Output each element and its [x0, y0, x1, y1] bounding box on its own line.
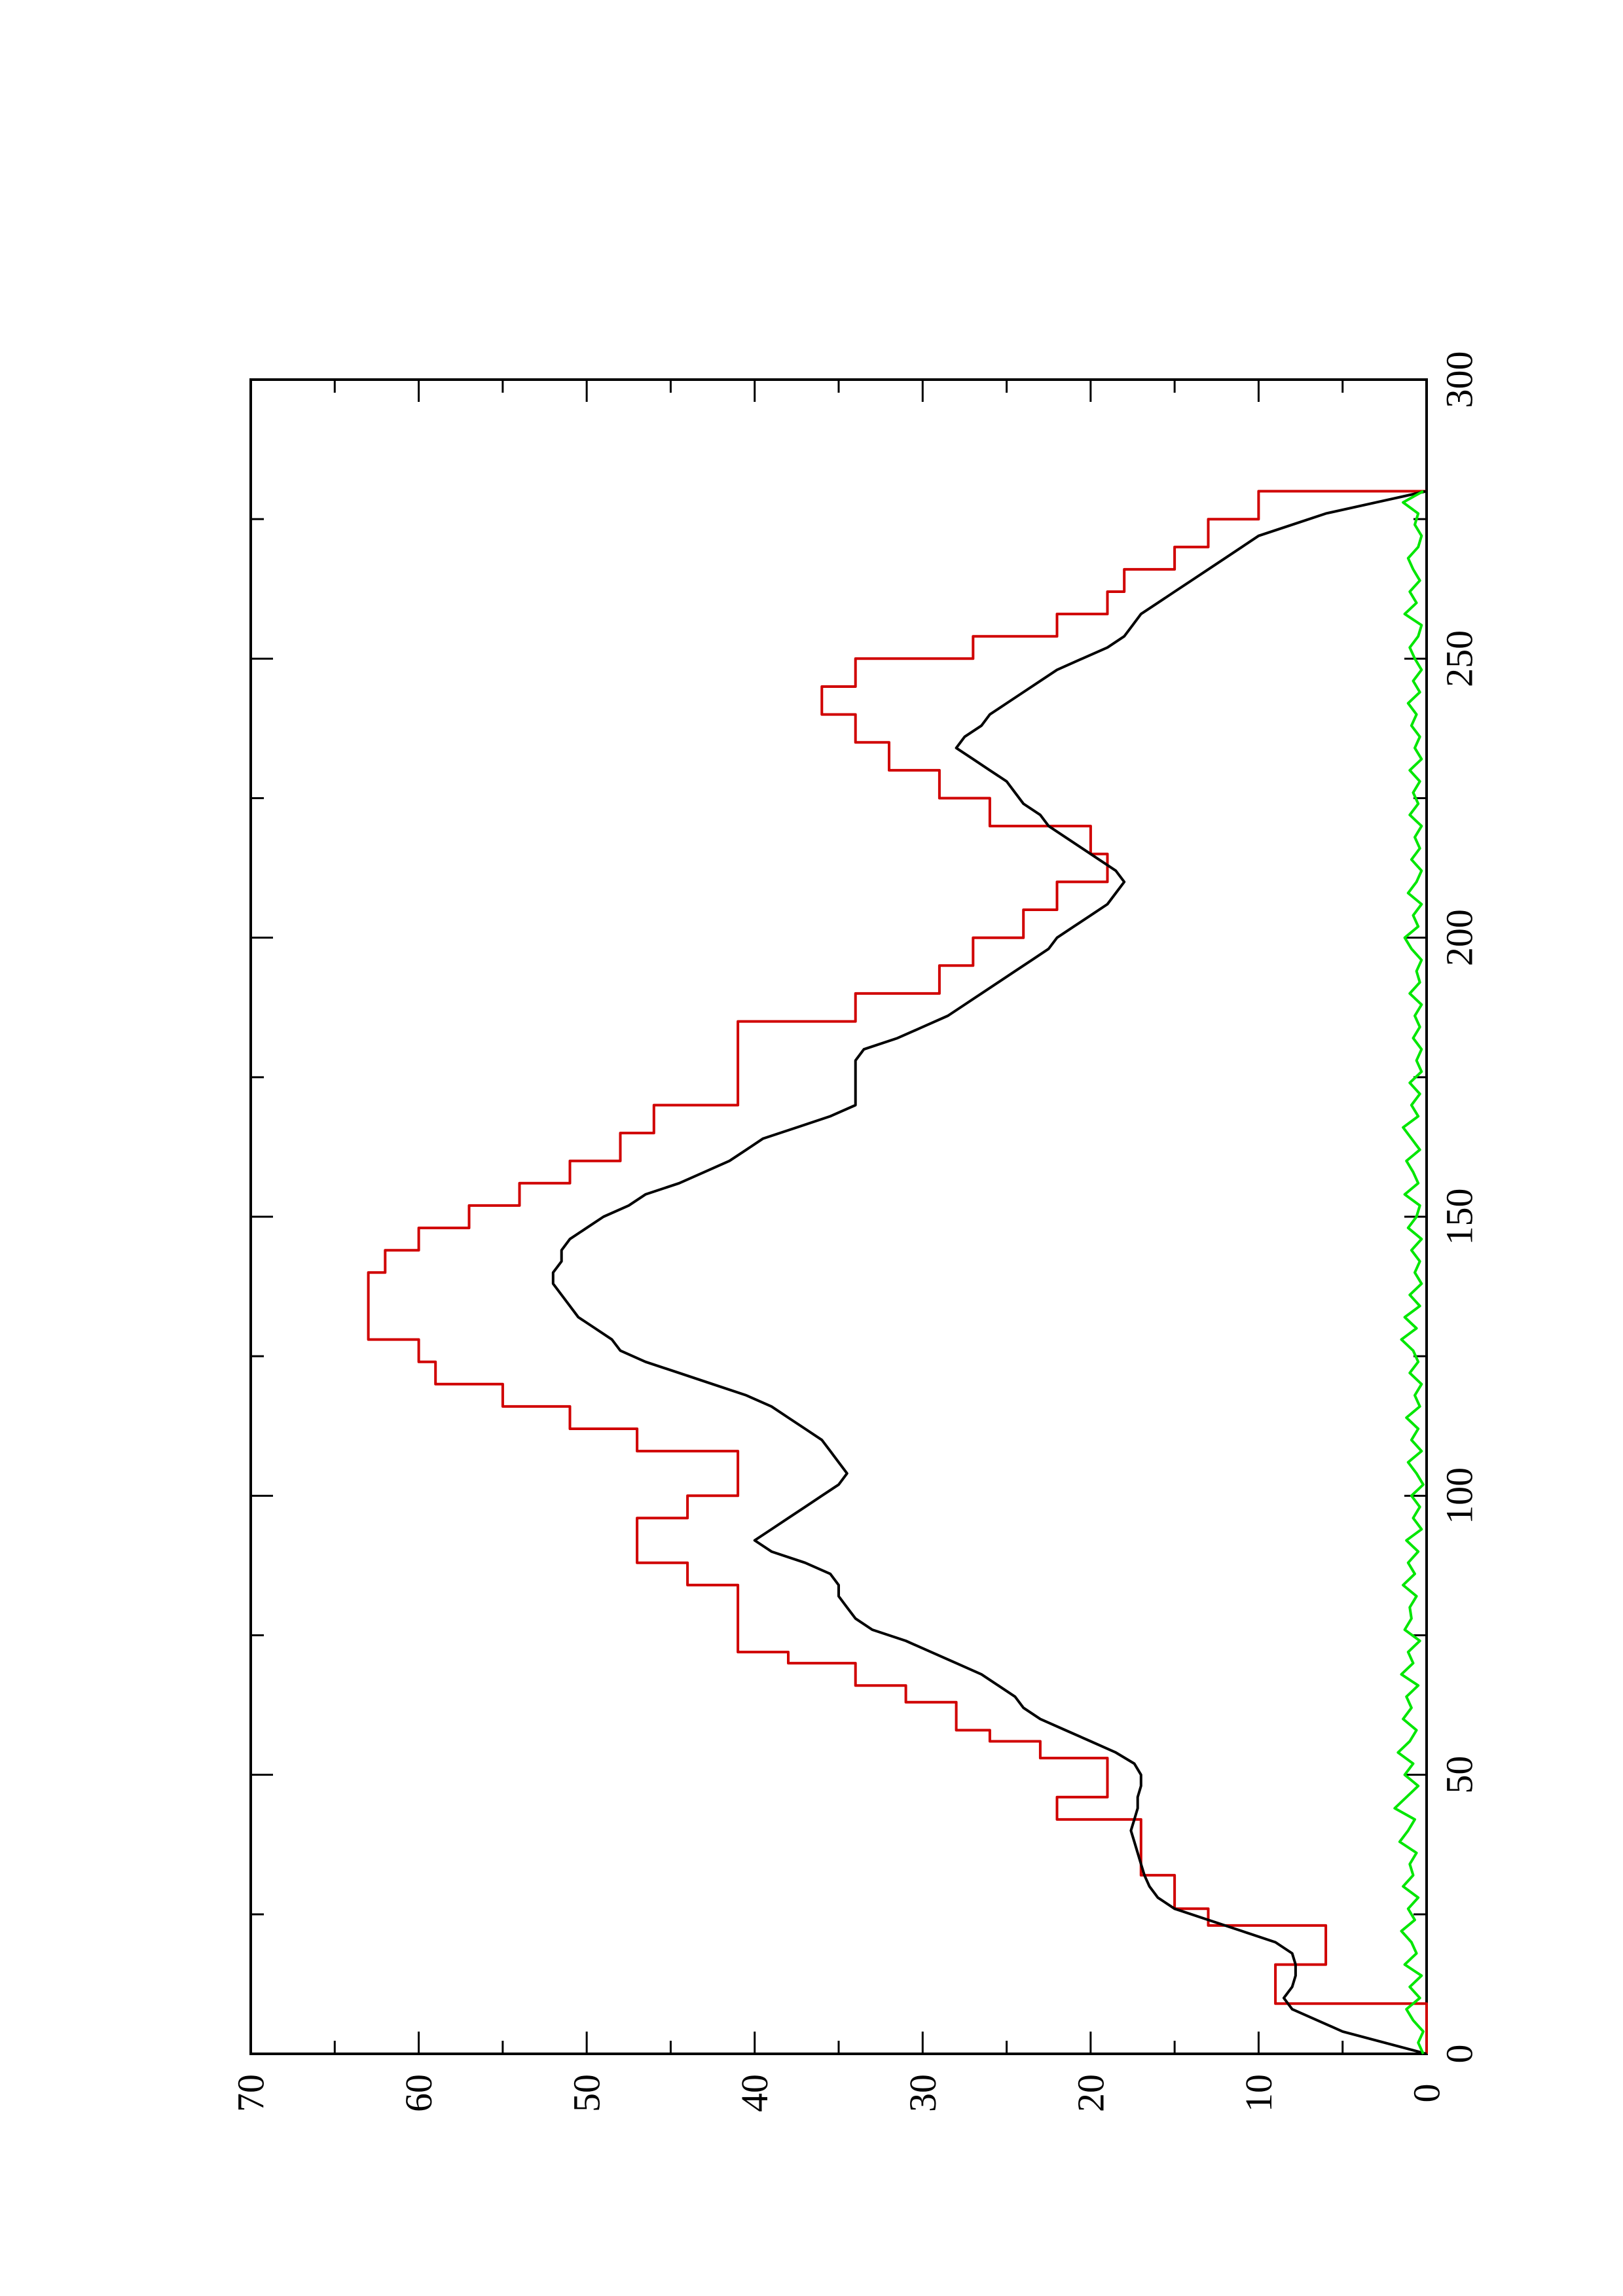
y-tick-label: 70 — [230, 2074, 272, 2112]
axis-ticks — [249, 378, 1428, 2055]
x-tick-label: 0 — [1438, 2045, 1481, 2064]
x-tick-label: 150 — [1438, 1189, 1481, 1246]
x-tick-label: 250 — [1438, 630, 1481, 687]
y-tick-label: 20 — [1069, 2074, 1112, 2112]
series-line-1 — [367, 490, 1428, 2054]
y-tick-label: 40 — [733, 2074, 776, 2112]
plot-frame — [249, 378, 1428, 2055]
x-tick-label: 300 — [1438, 351, 1481, 408]
series-line-2 — [551, 490, 1427, 2055]
series-line-3 — [1393, 490, 1425, 2054]
series-group — [367, 490, 1428, 2055]
y-tick-label: 60 — [397, 2074, 440, 2112]
y-tick-label: 30 — [902, 2074, 944, 2112]
y-tick-label: 10 — [1237, 2074, 1280, 2112]
x-tick-label: 50 — [1438, 1756, 1481, 1794]
x-tick-label: 200 — [1438, 909, 1481, 966]
x-tick-label: 100 — [1438, 1467, 1481, 1524]
y-tick-label: 50 — [566, 2074, 608, 2112]
y-tick-label: 0 — [1406, 2084, 1448, 2103]
axis-tick-labels: 0 50 100 150 200 250 300 0 10 20 30 40 50 60 70 — [230, 351, 1481, 2113]
